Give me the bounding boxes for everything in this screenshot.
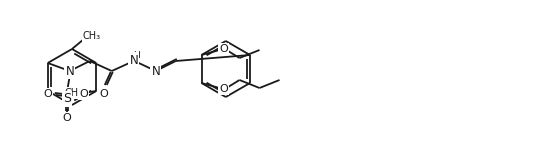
Text: N: N — [129, 53, 138, 67]
Text: N: N — [66, 64, 74, 77]
Text: CH₃: CH₃ — [83, 31, 101, 41]
Text: S: S — [63, 92, 71, 105]
Text: N: N — [151, 64, 160, 77]
Text: O: O — [99, 89, 108, 99]
Text: O: O — [43, 89, 52, 99]
Text: O: O — [80, 89, 88, 99]
Text: O: O — [219, 44, 228, 54]
Text: H: H — [133, 51, 140, 60]
Text: O: O — [219, 84, 228, 94]
Text: CH₃: CH₃ — [64, 88, 82, 98]
Text: O: O — [62, 113, 71, 123]
